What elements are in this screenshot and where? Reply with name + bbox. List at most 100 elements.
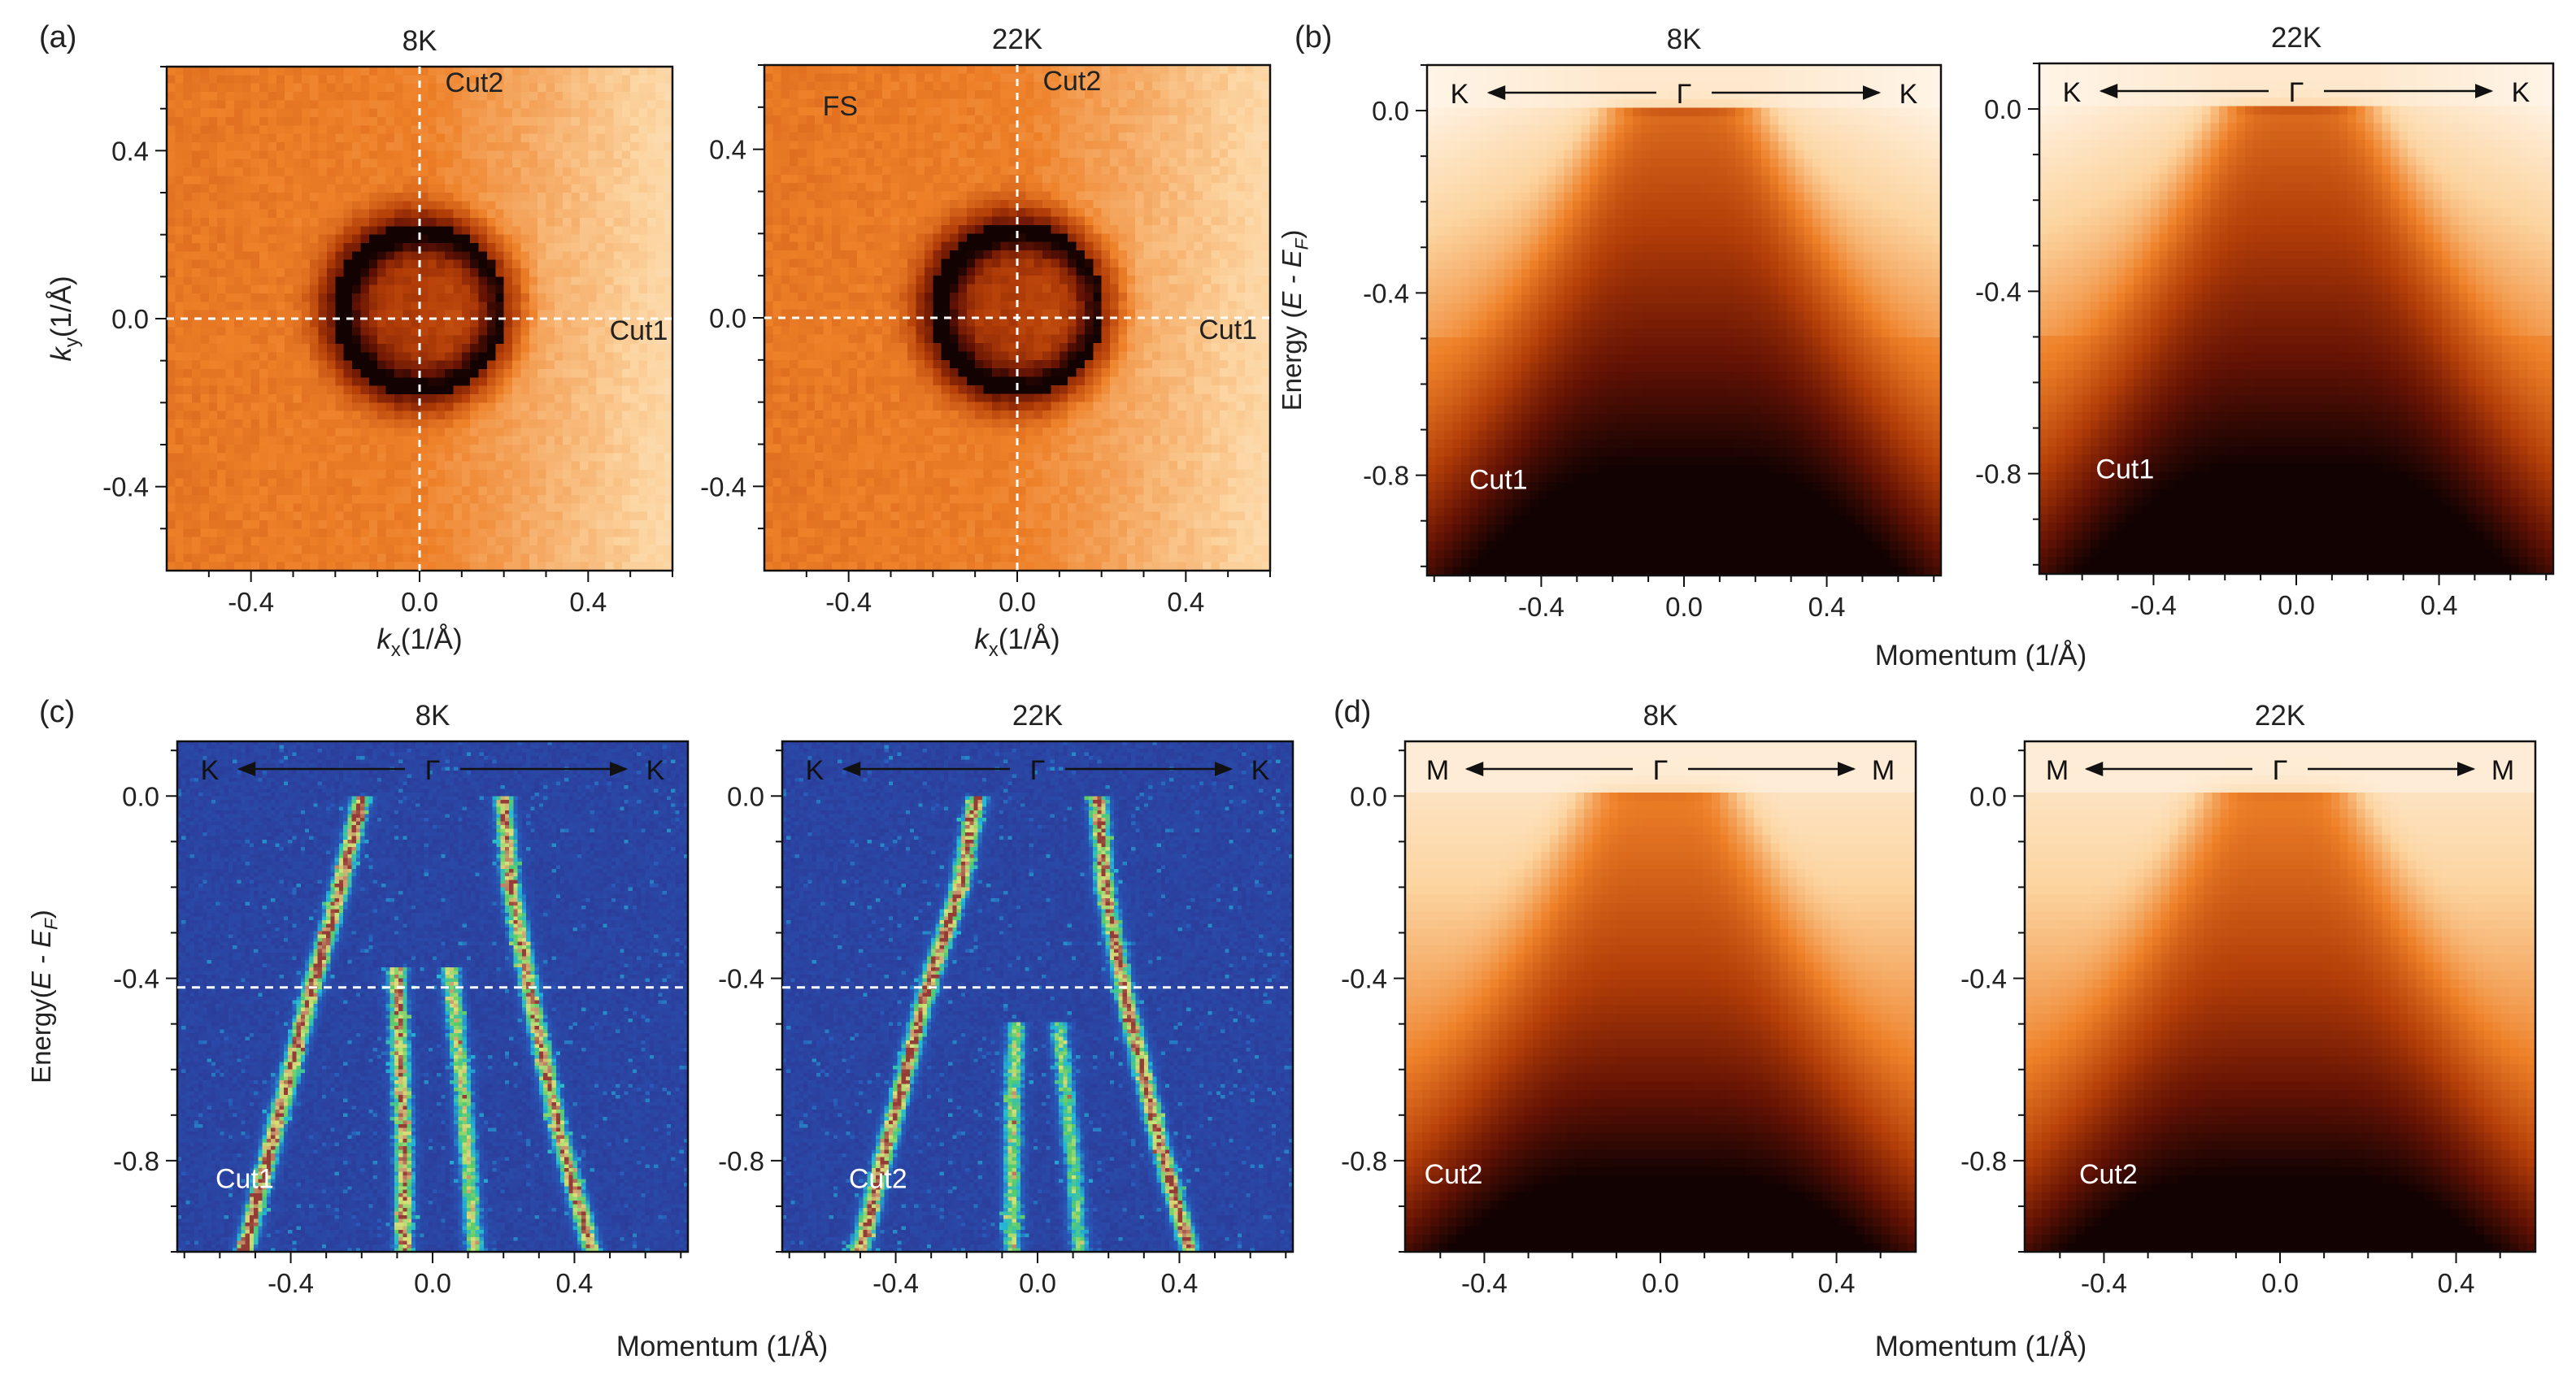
- x-tick-label: -0.4: [1518, 592, 1564, 622]
- y-tick-label: -0.4: [700, 471, 746, 502]
- heatmap-d2: [2025, 741, 2535, 1252]
- panel-title: 8K: [1643, 700, 1678, 732]
- axis-label-sub: y: [61, 337, 83, 347]
- y-tick-label: 0.0: [111, 304, 149, 334]
- panel-d1: -0.4 0.0 0.4 -0.8 -0.4 0.0 8K (d) M Γ M Cut2: [1334, 695, 1917, 1298]
- x-tick-label: 0.4: [569, 587, 607, 617]
- y-tick-label: 0.0: [122, 781, 159, 811]
- annotation-fs: FS: [823, 91, 858, 122]
- annotation-cut1: Cut1: [1199, 315, 1257, 345]
- axis-label: kx(1/Å): [376, 623, 462, 661]
- direction-right-label: M: [2491, 755, 2514, 786]
- axis-label-sub: x: [989, 639, 999, 661]
- x-tick-label: 0.4: [556, 1268, 594, 1298]
- y-tick-label: -0.4: [102, 472, 149, 502]
- panel-title: 8K: [1667, 24, 1702, 55]
- energy-label-prefix: Energy (: [1277, 310, 1307, 411]
- axis-label-unit: (1/Å): [46, 276, 77, 337]
- y-tick-label: 0.4: [111, 136, 149, 166]
- direction-right-label: K: [2512, 77, 2530, 108]
- annotation-cut1: Cut1: [610, 315, 668, 346]
- energy-label-suffix: ): [26, 910, 56, 919]
- energy-label-f: F: [1291, 237, 1312, 250]
- axis-label-main: k: [376, 623, 392, 655]
- panel-label: (a): [39, 20, 76, 54]
- shared-xlabel-c: Momentum (1/Å): [616, 1331, 829, 1362]
- x-tick-label: 0.4: [2438, 1268, 2475, 1298]
- energy-label-e: E - E: [26, 929, 56, 989]
- annotation-cut2: Cut2: [445, 67, 503, 98]
- panel-title: 22K: [2255, 700, 2305, 732]
- heatmap-c2: [782, 741, 1293, 1252]
- direction-left-label: K: [201, 755, 220, 786]
- heatmap-d1: [1405, 741, 1916, 1252]
- y-tick-label: -0.8: [1960, 1146, 2007, 1176]
- heatmap-b1: [1427, 65, 1941, 576]
- energy-axis-label: Energy(E - EF): [26, 910, 61, 1084]
- direction-center-label: Γ: [1677, 79, 1692, 110]
- x-tick-label: 0.0: [1665, 592, 1703, 622]
- y-tick-label: -0.8: [1975, 459, 2021, 489]
- x-tick-label: 0.0: [2278, 590, 2315, 620]
- y-tick-label: 0.0: [1350, 781, 1387, 811]
- x-tick-label: -0.4: [268, 1268, 314, 1298]
- shared-xlabel-b: Momentum (1/Å): [1875, 640, 2087, 671]
- direction-left-label: K: [2063, 77, 2082, 108]
- x-tick-label: -0.4: [1461, 1268, 1508, 1298]
- x-tick-label: 0.4: [1808, 592, 1846, 622]
- y-tick-label: 0.0: [727, 781, 764, 811]
- direction-center-label: Γ: [2289, 77, 2304, 108]
- energy-label-suffix: ): [1277, 230, 1307, 239]
- panel-title: 22K: [2271, 22, 2321, 54]
- x-tick-label: 0.4: [1161, 1268, 1199, 1298]
- annotation-cut2: Cut2: [2079, 1159, 2138, 1190]
- panel-a2: -0.4 0.0 0.4 -0.4 0.0 0.4 22K kx(1/Å) FS Cut2 Cut1: [700, 24, 1272, 661]
- direction-right-label: M: [1872, 755, 1895, 786]
- x-tick-label: -0.4: [2081, 1268, 2127, 1298]
- panel-a1: -0.4 0.0 0.4-0.40.00.48K(a)kx(1/Å)ky(1/Å)C…: [39, 20, 674, 661]
- panel-d2: -0.4 0.0 0.4 -0.8 -0.4 0.0 22K M Γ M Cut2: [1960, 700, 2537, 1298]
- y-tick-label: -0.4: [1975, 276, 2021, 306]
- heatmap-c1: [177, 741, 688, 1252]
- y-tick-label: -0.4: [1363, 278, 1409, 308]
- x-tick-label: 0.0: [1642, 1268, 1679, 1298]
- annotation-cut2: Cut2: [849, 1164, 907, 1195]
- direction-right-label: K: [646, 755, 665, 786]
- axis-label-main: k: [46, 346, 77, 362]
- y-tick-label: 0.4: [709, 135, 746, 165]
- panel-label: (b): [1295, 20, 1332, 54]
- x-tick-label: 0.0: [401, 587, 438, 617]
- x-tick-label: -0.4: [825, 587, 872, 617]
- annotation-cut1: Cut1: [1469, 464, 1528, 495]
- annotation-cut2: Cut2: [1425, 1159, 1483, 1190]
- axis-label: kx(1/Å): [974, 623, 1060, 661]
- y-tick-label: -0.8: [113, 1146, 159, 1176]
- panel-label: (d): [1334, 695, 1371, 729]
- axis-label-unit: (1/Å): [999, 623, 1060, 655]
- x-tick-label: 0.0: [1019, 1268, 1056, 1298]
- axis-label-sub: x: [391, 639, 401, 661]
- panel-title: 22K: [1012, 700, 1063, 732]
- x-tick-label: 0.0: [999, 587, 1036, 617]
- heatmap-b2: [2039, 63, 2553, 574]
- direction-left-label: K: [1451, 79, 1469, 110]
- axis-label-unit: (1/Å): [401, 623, 463, 655]
- y-tick-label: -0.4: [1341, 964, 1387, 994]
- y-tick-label: 0.0: [709, 303, 746, 333]
- direction-left-label: M: [2046, 755, 2069, 786]
- annotation-cut2: Cut2: [1042, 66, 1101, 97]
- x-tick-label: -0.4: [872, 1268, 919, 1298]
- panel-title: 8K: [402, 25, 437, 57]
- x-tick-label: 0.0: [2261, 1268, 2299, 1298]
- x-tick-label: 0.4: [1167, 587, 1204, 617]
- direction-left-label: M: [1426, 755, 1449, 786]
- panel-label: (c): [39, 695, 75, 729]
- panel-title: 8K: [416, 700, 450, 732]
- y-tick-label: 0.0: [1969, 781, 2007, 811]
- shared-xlabel-d: Momentum (1/Å): [1875, 1331, 2087, 1362]
- energy-axis-label: Energy (E - EF): [1277, 230, 1312, 411]
- panel-c2: -0.4 0.0 0.4 -0.8 -0.4 0.0 22K K Γ K Cut2: [718, 700, 1407, 1298]
- direction-left-label: K: [806, 755, 825, 786]
- panel-title: 22K: [992, 24, 1042, 55]
